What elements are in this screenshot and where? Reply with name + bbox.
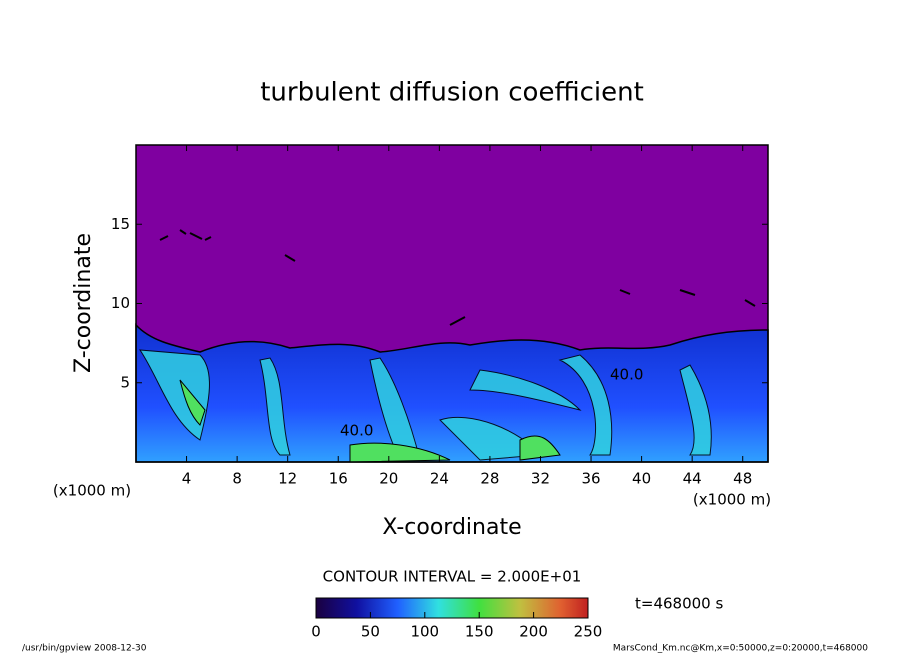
contour-label: 40.0	[610, 366, 643, 384]
colorbar-tick-label: 100	[410, 623, 439, 641]
field-lower	[135, 323, 769, 463]
y-tick-label: 15	[111, 215, 130, 233]
x-unit: (x1000 m)	[693, 491, 771, 509]
field-detail	[159, 229, 756, 326]
footer-right: MarsCond_Km.nc@Km,x=0:50000,z=0:20000,t=…	[613, 644, 868, 654]
y-axis-label: Z-coordinate	[71, 233, 96, 373]
x-tick-label: 12	[278, 470, 297, 488]
time-label: t=468000 s	[635, 595, 723, 613]
colorbar-tick-label: 200	[519, 623, 548, 641]
x-tick-label: 36	[581, 470, 600, 488]
colorbar	[315, 597, 589, 619]
y-tick-label: 10	[111, 294, 130, 312]
colorbar-tick-label: 250	[574, 623, 603, 641]
field-detail	[179, 379, 561, 463]
x-axis-label: X-coordinate	[382, 515, 521, 540]
x-tick-label: 24	[430, 470, 449, 488]
x-tick-label: 16	[329, 470, 348, 488]
chart-title: turbulent diffusion coefficient	[260, 78, 644, 108]
x-tick-label: 40	[632, 470, 651, 488]
x-tick-label: 4	[182, 470, 192, 488]
x-tick-label: 28	[480, 470, 499, 488]
x-tick-label: 48	[733, 470, 752, 488]
x-tick-label: 8	[232, 470, 242, 488]
contour-label: 40.0	[340, 422, 373, 440]
x-unit: (x1000 m)	[53, 482, 131, 500]
colorbar-tick-label: 150	[465, 623, 494, 641]
x-tick-label: 32	[531, 470, 550, 488]
colorbar-tick-label: 50	[361, 623, 380, 641]
x-tick-label: 44	[683, 470, 702, 488]
contour-interval: CONTOUR INTERVAL = 2.000E+01	[323, 568, 582, 586]
x-tick-label: 20	[379, 470, 398, 488]
y-tick-label: 5	[120, 373, 130, 391]
colorbar-tick-label: 0	[311, 623, 321, 641]
footer-left: /usr/bin/gpview 2008-12-30	[22, 644, 147, 654]
